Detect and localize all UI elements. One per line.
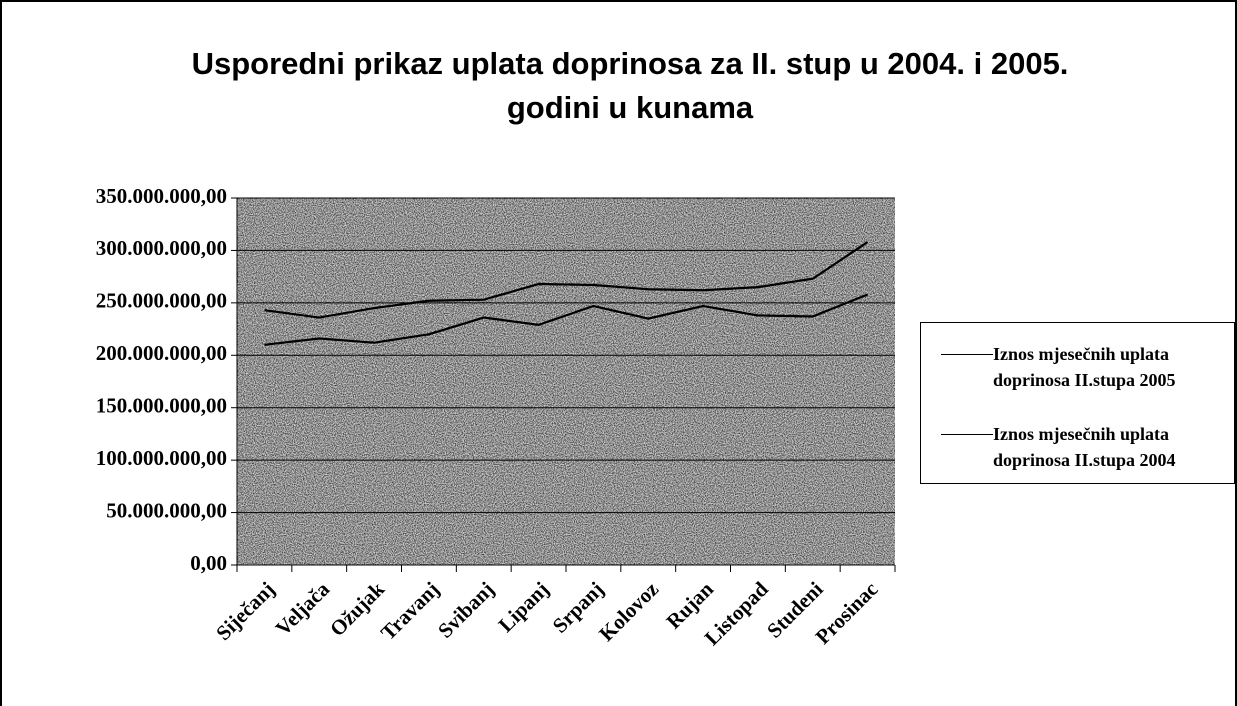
y-tick-label: 250.000.000,00 [96,289,227,313]
x-tick-label: Kolovoz [594,577,663,646]
x-tick-label: Travanj [376,577,444,645]
legend: Iznos mjesečnih uplata doprinosa II.stup… [920,322,1235,484]
y-tick-label: 300.000.000,00 [96,236,227,260]
series-line [264,241,869,319]
legend-swatch [941,434,993,435]
y-tick-label: 50.000.000,00 [106,498,227,522]
legend-label: Iznos mjesečnih uplata doprinosa II.stup… [993,424,1176,470]
x-tick-label: Veljača [271,577,335,641]
y-tick-label: 350.000.000,00 [96,184,227,208]
y-tick-label: 0,00 [190,551,227,575]
x-tick-label: Svibanj [433,577,499,643]
plot-texture [237,198,895,565]
x-tick-label: Lipanj [494,577,554,637]
y-tick-label: 200.000.000,00 [96,341,227,365]
series-line [264,293,868,346]
legend-label: Iznos mjesečnih uplata doprinosa II.stup… [993,344,1176,390]
legend-swatch [941,354,993,355]
y-tick-label: 100.000.000,00 [96,446,227,470]
x-tick-label: Siječanj [211,577,279,645]
chart-title: Usporedni prikaz uplata doprinosa za II.… [191,46,1069,125]
y-tick-label: 150.000.000,00 [96,394,227,418]
